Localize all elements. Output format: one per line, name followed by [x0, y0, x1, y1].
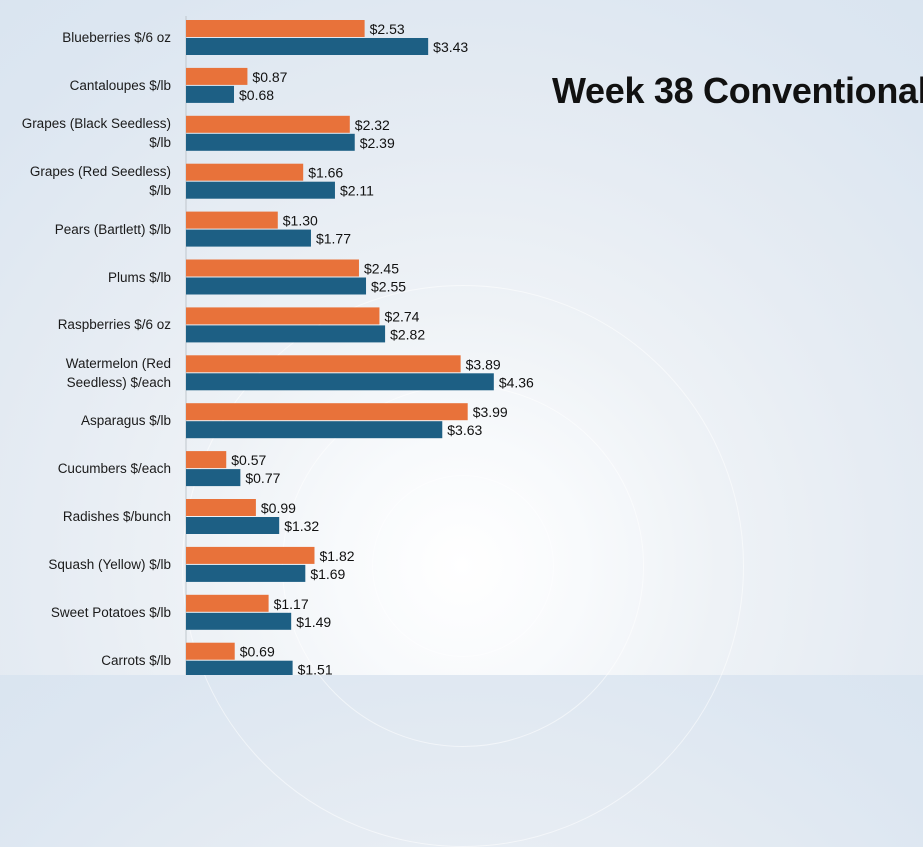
data-label: $0.68 [239, 87, 274, 103]
category-label: Carrots $/lb [6, 651, 171, 670]
category-label-line: $/lb [149, 135, 171, 151]
data-label: $2.53 [370, 21, 405, 37]
data-label: $4.36 [499, 374, 534, 390]
category-label-line: Blueberries $/6 oz [62, 30, 171, 45]
category-label-line: Sweet Potatoes $/lb [50, 604, 171, 620]
bar-series-a [186, 403, 468, 421]
bar-series-a [186, 115, 350, 133]
category-label: Pears (Bartlett) $/lb [6, 220, 171, 239]
category-label-line: Cantaloupes $/lb [69, 77, 171, 93]
bar-series-b [186, 85, 235, 103]
category-label-line: Radishes $/bunch [62, 509, 171, 524]
bar-series-b [186, 277, 367, 295]
data-label: $1.69 [310, 566, 345, 582]
data-label: $2.74 [384, 308, 419, 324]
data-label: $2.39 [360, 135, 395, 151]
category-label: Grapes (Black Seedless) $/lb [6, 114, 171, 152]
category-label-line: Grapes (Black Seedless) [21, 116, 171, 132]
bar-series-a [186, 355, 461, 373]
category-label: Watermelon (Red Seedless) $/each [6, 354, 171, 392]
bar-series-a [186, 546, 315, 564]
category-label: Grapes (Red Seedless) $/lb [6, 162, 171, 200]
data-label: $2.11 [340, 183, 374, 199]
bar-series-b [186, 660, 293, 675]
data-label: $0.69 [240, 644, 275, 660]
category-label-line: Squash (Yellow) $/lb [48, 556, 171, 572]
data-label: $3.63 [447, 422, 482, 438]
category-label-line: Watermelon (Red [65, 355, 171, 371]
bar-series-b [186, 133, 355, 151]
category-label: Asparagus $/lb [6, 411, 171, 430]
bar-series-a [186, 451, 227, 469]
category-label-line: Cucumbers $/each [57, 461, 171, 477]
category-label-line: Raspberries $/6 oz [57, 317, 171, 333]
bar-series-b [186, 564, 306, 582]
data-label: $3.99 [473, 404, 508, 420]
data-label: $1.77 [316, 231, 351, 247]
category-label: Cucumbers $/each [6, 459, 171, 478]
category-label: Radishes $/bunch [6, 507, 171, 526]
category-label: Squash (Yellow) $/lb [6, 555, 171, 574]
bar-series-b [186, 469, 241, 487]
bar-series-a [186, 67, 248, 85]
data-label: $1.17 [274, 596, 309, 612]
data-label: $0.99 [261, 500, 296, 516]
bar-series-a [186, 259, 359, 277]
category-label: Blueberries $/6 oz [6, 28, 171, 47]
bar-chart: $2.53 $3.43 $0.87 $0.68 $2.32 $2.39 $1.66 $2.11… [185, 16, 534, 675]
data-label: $1.66 [308, 165, 343, 181]
data-label: $1.49 [296, 614, 331, 630]
bar-series-a [186, 594, 269, 612]
data-label: $2.32 [355, 117, 390, 133]
data-label: $2.82 [390, 326, 425, 342]
category-label-line: Plums $/lb [107, 269, 171, 285]
bar-series-a [186, 642, 235, 660]
bar-series-a [186, 307, 380, 325]
data-label: $1.51 [298, 662, 333, 675]
category-label: Sweet Potatoes $/lb [6, 603, 171, 622]
data-label: $0.57 [231, 452, 266, 468]
data-label: $1.82 [319, 548, 354, 564]
page-title: Week 38 Conventional [552, 70, 923, 111]
bar-series-a [186, 211, 278, 229]
bar-series-b [186, 421, 443, 439]
bar-series-a [186, 163, 304, 181]
bar-series-b [186, 181, 335, 199]
category-label-line: Pears (Bartlett) $/lb [54, 221, 171, 237]
category-label: Cantaloupes $/lb [6, 76, 171, 95]
category-label-line: Asparagus $/lb [80, 413, 171, 429]
data-label: $1.30 [283, 213, 318, 229]
category-label: Raspberries $/6 oz [6, 315, 171, 334]
bar-series-b [186, 612, 292, 630]
data-label: $2.55 [371, 279, 406, 295]
bar-series-b [186, 373, 494, 391]
data-label: $0.87 [252, 69, 287, 85]
bar-series-b [186, 38, 429, 55]
bar-series-a [186, 499, 256, 516]
category-label: Plums $/lb [6, 268, 171, 287]
data-label: $1.32 [284, 518, 319, 534]
category-label-line: Grapes (Red Seedless) [29, 164, 171, 180]
data-label: $0.77 [245, 470, 280, 486]
data-label: $2.45 [364, 261, 399, 277]
data-label: $3.89 [466, 356, 501, 372]
category-label-line: Carrots $/lb [101, 652, 171, 668]
data-label: $3.43 [433, 39, 468, 55]
bar-series-a [186, 20, 365, 37]
bar-series-b [186, 517, 280, 534]
bar-series-b [186, 325, 386, 343]
category-label-line: $/lb [149, 183, 171, 199]
bar-series-b [186, 229, 311, 247]
category-label-line: Seedless) $/each [66, 374, 171, 390]
